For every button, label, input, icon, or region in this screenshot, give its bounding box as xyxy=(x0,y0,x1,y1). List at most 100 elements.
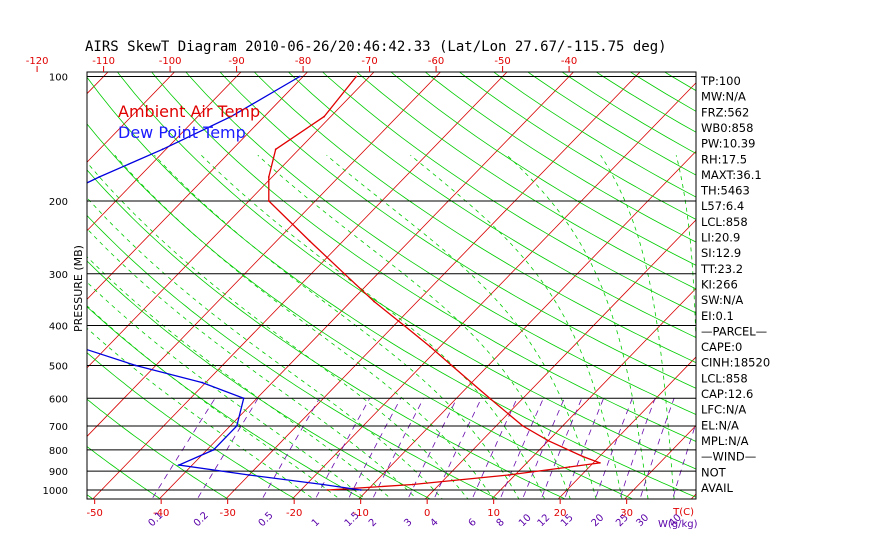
index-item: RH:17.5 xyxy=(701,152,747,166)
dry-adiabat-line xyxy=(87,446,162,499)
index-item: LCL:858 xyxy=(701,215,748,229)
chart-title: AIRS SkewT Diagram 2010-06-26/20:46:42.3… xyxy=(85,39,667,55)
temp-unit-label: T(C) xyxy=(672,507,694,518)
bottom-temp-label: 30 xyxy=(620,508,633,519)
dew-point-temp-point xyxy=(322,483,324,486)
mixing-ratio-line xyxy=(499,398,544,499)
legend: Ambient Air Temp Dew Point Temp xyxy=(118,102,260,142)
dry-adiabat-line xyxy=(527,72,696,176)
index-item: TP:100 xyxy=(700,74,741,88)
isotherm-line xyxy=(87,72,242,232)
dry-adiabat-line xyxy=(87,169,566,499)
index-item: L57:6.4 xyxy=(701,199,744,213)
dry-adiabat-line xyxy=(641,36,870,507)
index-item: CAPE:0 xyxy=(701,340,742,354)
isotherm-line xyxy=(557,356,696,499)
moist-adiabat-line xyxy=(87,228,418,499)
ambient-air-temp-point xyxy=(403,324,405,327)
top-temp-label: -60 xyxy=(428,56,444,67)
mixing-ratio-line xyxy=(672,422,696,499)
top-temp-label: -120 xyxy=(26,56,49,67)
moist-adiabat-line xyxy=(87,161,469,499)
ambient-air-temp-point xyxy=(507,474,510,476)
mixing-ratio-line xyxy=(522,398,565,499)
pressure-tick-label: 500 xyxy=(49,362,68,373)
mixing-ratio-line xyxy=(151,398,216,499)
mixing-ratio-label: 10 xyxy=(517,512,534,529)
moist-adiabat-line xyxy=(87,281,366,499)
dew-point-temp-point xyxy=(161,148,164,151)
bottom-temp-label: 20 xyxy=(554,508,567,519)
dry-adiabat-line xyxy=(390,72,696,266)
bottom-temp-label: -10 xyxy=(352,508,368,519)
mixing-ratio-line xyxy=(347,398,402,499)
index-item: —WIND— xyxy=(701,450,756,464)
sounding-series xyxy=(87,75,601,491)
mixing-ratio-line xyxy=(564,398,604,499)
dew-point-temp-point xyxy=(242,397,245,400)
index-item: NOT xyxy=(701,465,727,479)
ambient-air-temp-point xyxy=(267,176,270,178)
index-item: AVAIL xyxy=(701,481,734,495)
index-item: EL:N/A xyxy=(701,418,739,432)
moist-adiabat-line xyxy=(114,154,494,499)
index-item: CINH:18520 xyxy=(701,356,770,370)
isotherm-line xyxy=(87,72,375,369)
moist-adiabat-line xyxy=(326,154,597,499)
index-item: SW:N/A xyxy=(701,293,743,307)
index-item: MPL:N/A xyxy=(701,434,749,448)
index-item: EI:0.1 xyxy=(701,309,734,323)
moist-adiabat-line xyxy=(257,154,571,499)
index-item: TT:23.2 xyxy=(700,262,743,276)
mixing-ratio-label: 6 xyxy=(467,517,479,529)
mixing-ratio-label: 3 xyxy=(402,517,414,529)
index-item: KI:266 xyxy=(701,278,738,292)
ambient-air-temp-point xyxy=(547,439,550,442)
moist-adiabat-line xyxy=(410,154,623,499)
index-item: LFC:N/A xyxy=(701,403,746,417)
index-item: LI:20.9 xyxy=(701,231,740,245)
isotherm-line xyxy=(87,72,442,437)
mixing-ratio-line xyxy=(471,398,518,499)
pressure-tick-label: 300 xyxy=(49,270,68,281)
bottom-temp-label: -30 xyxy=(219,508,235,519)
dry-adiabat-line xyxy=(87,398,229,499)
dry-adiabat-line xyxy=(458,72,696,220)
isotherm-line xyxy=(491,287,696,499)
dry-adiabat-line xyxy=(116,72,696,470)
isobar-lines xyxy=(87,76,696,491)
index-item: TH:5463 xyxy=(700,184,750,198)
index-item: MAXT:36.1 xyxy=(701,168,762,182)
top-temp-label: -110 xyxy=(92,56,115,67)
ambient-air-temp-point xyxy=(411,483,414,486)
dry-adiabat-line xyxy=(561,72,696,154)
mixing-ratio-label: 20 xyxy=(590,512,607,529)
dew-point-temp-point xyxy=(134,364,137,367)
dry-adiabat-line xyxy=(287,72,696,338)
mixing-ratio-line xyxy=(433,398,482,499)
moist-adiabat-line xyxy=(87,305,341,499)
pressure-tick-label: 400 xyxy=(49,321,68,332)
isotherm-line xyxy=(87,72,176,163)
background-grid xyxy=(0,36,870,507)
isotherm-line xyxy=(624,424,696,499)
plot-frame xyxy=(86,71,697,500)
mixing-ratio-label: 12 xyxy=(536,512,553,529)
ambient-air-temp-point xyxy=(488,397,491,400)
isotherm-line xyxy=(0,36,10,507)
dry-adiabat-line xyxy=(185,72,696,416)
top-temp-label: -70 xyxy=(361,56,377,67)
pressure-tick-label: 900 xyxy=(49,467,68,478)
dew-point-temp-point xyxy=(360,489,362,491)
mixing-ratio-line xyxy=(314,398,371,499)
isotherm-line xyxy=(424,219,696,499)
isotherm-line xyxy=(92,72,508,499)
dry-adiabat-line xyxy=(87,260,432,499)
moist-adiabat-line xyxy=(87,256,392,499)
mixing-ratio-label: 4 xyxy=(428,517,440,529)
moist-adiabat-line xyxy=(600,154,675,499)
dry-adiabat-line xyxy=(0,36,36,507)
mixing-ratio-line xyxy=(639,398,675,499)
y-axis-label: PRESSURE (MB) xyxy=(72,245,85,332)
